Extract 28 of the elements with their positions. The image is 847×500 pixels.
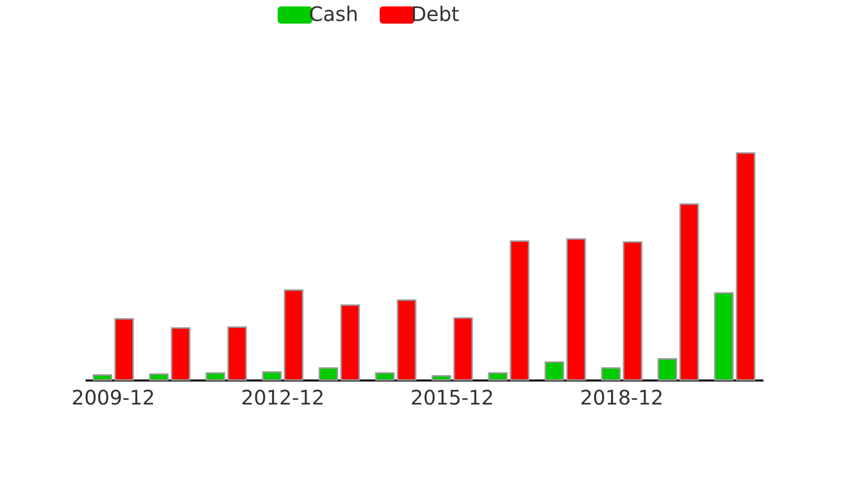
bar bbox=[149, 373, 169, 381]
bar bbox=[510, 240, 530, 381]
bar bbox=[170, 327, 190, 381]
bar bbox=[114, 318, 134, 381]
bar bbox=[432, 375, 452, 381]
x-tick-label: 2012-12 bbox=[240, 386, 325, 410]
bar bbox=[601, 367, 621, 381]
x-tick-label: 2015-12 bbox=[410, 386, 494, 410]
bar bbox=[318, 367, 338, 381]
bar bbox=[340, 304, 360, 381]
bar bbox=[206, 372, 226, 381]
bar bbox=[488, 372, 508, 381]
bar bbox=[375, 372, 395, 381]
x-tick-label: 2009-12 bbox=[71, 386, 156, 410]
bar bbox=[679, 203, 699, 381]
bar bbox=[622, 241, 642, 381]
x-tick-label: 2018-12 bbox=[580, 386, 664, 410]
bar bbox=[396, 299, 416, 381]
bar bbox=[227, 326, 247, 381]
bar bbox=[262, 371, 282, 381]
bar bbox=[453, 317, 473, 381]
bar bbox=[284, 289, 304, 381]
bar bbox=[736, 152, 756, 381]
bar bbox=[566, 238, 586, 381]
bar bbox=[544, 361, 564, 381]
bar bbox=[658, 358, 678, 381]
bar bbox=[714, 292, 734, 381]
bar bbox=[92, 374, 112, 381]
